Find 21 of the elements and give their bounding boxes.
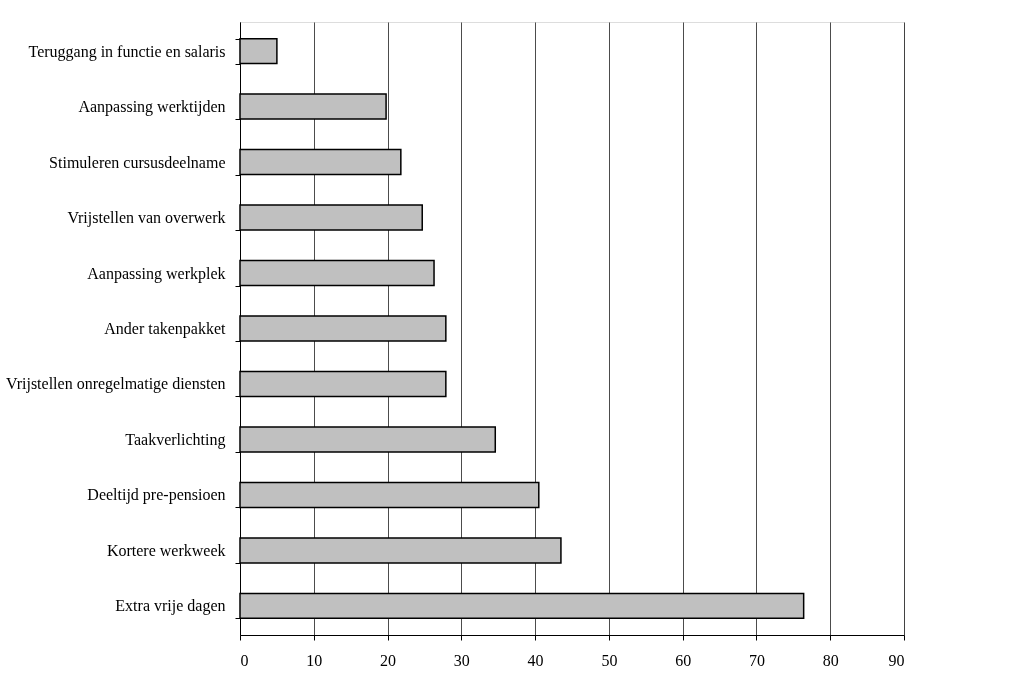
y-tick-label: Ander takenpakket [104,320,227,338]
y-tick-label: Extra vrije dagen [115,597,226,616]
y-tick-label: Deeltijd pre-pensioen [87,486,226,505]
x-tick-label: 70 [748,651,765,669]
x-tick-label: 10 [306,651,323,669]
x-tick-label: 40 [527,651,544,669]
x-tick-label: 20 [380,651,397,669]
x-tick-label: 60 [675,651,692,669]
x-tick-label: 90 [888,651,905,669]
y-tick-label: Vrijstellen van overwerk [67,209,226,228]
y-tick-label: Stimuleren cursusdeelname [49,153,226,171]
y-tick-label: Taakverlichting [125,430,226,449]
y-tick-label: Aanpassing werktijden [78,98,226,117]
x-tick-label: 30 [453,651,470,669]
y-tick-label: Kortere werkweek [106,541,226,559]
x-tick-label: 80 [822,651,839,669]
y-tick-label: Aanpassing werkplek [87,264,226,283]
y-tick-label: Teruggang in functie en salaris [28,42,226,61]
y-tick-label: Vrijstellen onregelmatige diensten [6,375,226,394]
x-tick-label: 50 [601,651,618,669]
x-tick-label: 0 [240,651,249,669]
